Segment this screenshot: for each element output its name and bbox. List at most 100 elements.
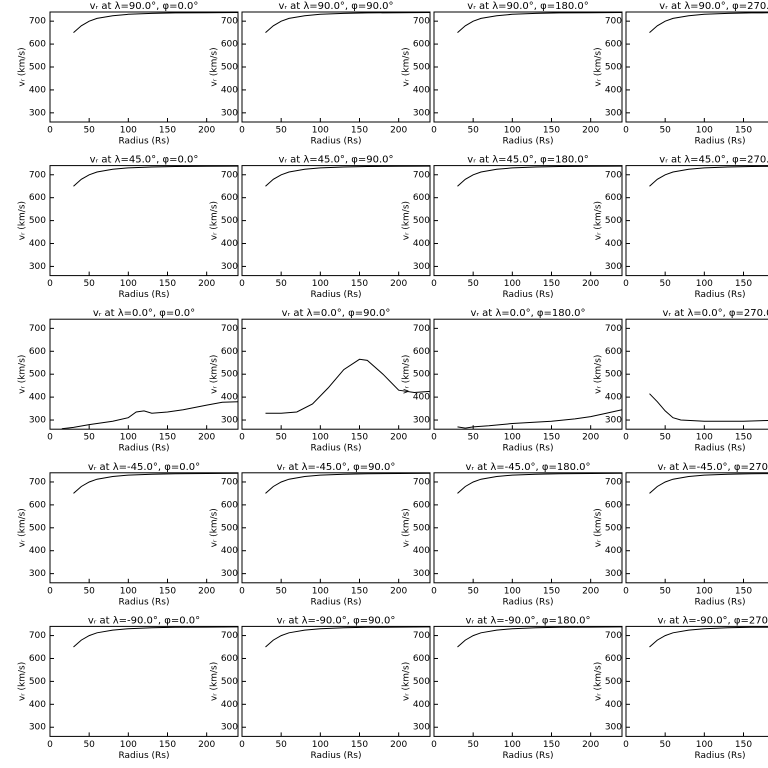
y-tick-label: 600 [221, 193, 238, 203]
x-tick-label: 50 [659, 586, 671, 596]
x-tick-label: 0 [623, 279, 629, 289]
y-axis-label: vᵣ (km/s) [210, 662, 220, 701]
y-tick-label: 700 [221, 170, 238, 180]
x-axis-label: Radius (Rs) [310, 597, 361, 607]
y-axis-label: vᵣ (km/s) [18, 201, 28, 240]
y-axis-label: vᵣ (km/s) [18, 662, 28, 701]
x-tick-label: 0 [431, 586, 437, 596]
x-tick-label: 200 [390, 126, 407, 136]
x-axis-label: Radius (Rs) [694, 444, 745, 454]
y-tick-label: 400 [221, 239, 238, 249]
x-tick-label: 0 [431, 279, 437, 289]
x-axis-label: Radius (Rs) [310, 751, 361, 761]
x-tick-label: 50 [659, 740, 671, 750]
plot-frame [625, 318, 768, 430]
plot-frame [625, 472, 768, 584]
y-axis-label: vᵣ (km/s) [402, 355, 412, 394]
x-tick-label: 150 [735, 586, 752, 596]
y-tick-label: 600 [605, 500, 622, 510]
y-tick-label: 400 [413, 239, 430, 249]
plot-frame [625, 625, 768, 737]
y-axis-label: vᵣ (km/s) [594, 47, 604, 86]
x-tick-label: 50 [83, 586, 95, 596]
x-tick-label: 100 [696, 279, 713, 289]
plot-frame [625, 165, 768, 277]
y-tick-label: 500 [605, 370, 622, 380]
chart-title: vᵣ at λ=0.0°, φ=270.0° [662, 308, 768, 319]
x-tick-label: 50 [467, 126, 479, 136]
chart-title: vᵣ at λ=90.0°, φ=0.0° [90, 1, 199, 12]
x-tick-label: 100 [312, 433, 329, 443]
x-tick-label: 100 [504, 279, 521, 289]
y-tick-label: 700 [29, 477, 46, 487]
x-tick-label: 0 [431, 126, 437, 136]
y-tick-label: 500 [605, 677, 622, 687]
x-tick-label: 200 [582, 126, 599, 136]
x-tick-label: 150 [351, 433, 368, 443]
x-tick-label: 50 [83, 279, 95, 289]
x-tick-label: 100 [120, 740, 137, 750]
y-tick-label: 500 [413, 216, 430, 226]
y-tick-label: 600 [413, 193, 430, 203]
y-tick-label: 700 [413, 477, 430, 487]
x-tick-label: 150 [351, 126, 368, 136]
x-tick-label: 0 [431, 433, 437, 443]
x-axis-label: Radius (Rs) [694, 597, 745, 607]
y-tick-label: 400 [413, 546, 430, 556]
line [457, 626, 623, 648]
chart-title: vᵣ at λ=-45.0°, φ=270.0° [657, 462, 768, 473]
chart-title: vᵣ at λ=-90.0°, φ=0.0° [88, 615, 200, 626]
chart-title: vᵣ at λ=45.0°, φ=270.0° [659, 155, 768, 166]
y-tick-label: 300 [221, 262, 238, 272]
line [61, 401, 239, 430]
line [265, 165, 431, 187]
line [265, 12, 431, 33]
x-axis-label: Radius (Rs) [694, 137, 745, 147]
x-tick-label: 0 [47, 126, 53, 136]
chart-title: vᵣ at λ=-45.0°, φ=0.0° [88, 462, 200, 473]
x-tick-label: 200 [582, 740, 599, 750]
x-tick-label: 50 [659, 279, 671, 289]
chart-title: vᵣ at λ=45.0°, φ=180.0° [467, 155, 588, 166]
x-tick-label: 150 [735, 279, 752, 289]
x-tick-label: 0 [239, 740, 245, 750]
x-tick-label: 150 [543, 279, 560, 289]
x-tick-label: 0 [431, 740, 437, 750]
y-tick-label: 400 [605, 85, 622, 95]
x-tick-label: 0 [47, 279, 53, 289]
x-tick-label: 200 [198, 433, 215, 443]
x-tick-label: 100 [504, 126, 521, 136]
x-tick-label: 0 [623, 740, 629, 750]
x-tick-label: 150 [351, 740, 368, 750]
y-tick-label: 400 [221, 546, 238, 556]
y-tick-label: 500 [605, 216, 622, 226]
chart-title: vᵣ at λ=45.0°, φ=0.0° [90, 155, 199, 166]
line [649, 473, 768, 494]
x-tick-label: 100 [312, 279, 329, 289]
y-tick-label: 600 [605, 347, 622, 357]
x-tick-label: 0 [239, 126, 245, 136]
y-tick-label: 700 [29, 631, 46, 641]
y-tick-label: 600 [605, 40, 622, 50]
y-tick-label: 400 [221, 700, 238, 710]
y-axis-label: vᵣ (km/s) [594, 508, 604, 547]
y-tick-label: 300 [605, 108, 622, 118]
y-tick-label: 400 [29, 85, 46, 95]
y-tick-label: 700 [29, 170, 46, 180]
x-tick-label: 50 [83, 740, 95, 750]
y-tick-label: 500 [413, 677, 430, 687]
line [649, 12, 768, 33]
y-tick-label: 700 [605, 631, 622, 641]
y-tick-label: 300 [221, 723, 238, 733]
y-tick-label: 500 [413, 523, 430, 533]
x-tick-label: 100 [312, 126, 329, 136]
y-tick-label: 700 [605, 17, 622, 27]
y-tick-label: 300 [413, 416, 430, 426]
line [457, 409, 623, 429]
line [73, 165, 239, 187]
y-tick-label: 600 [221, 347, 238, 357]
chart-title: vᵣ at λ=0.0°, φ=0.0° [93, 308, 195, 319]
x-axis-label: Radius (Rs) [118, 137, 169, 147]
y-tick-label: 600 [29, 40, 46, 50]
